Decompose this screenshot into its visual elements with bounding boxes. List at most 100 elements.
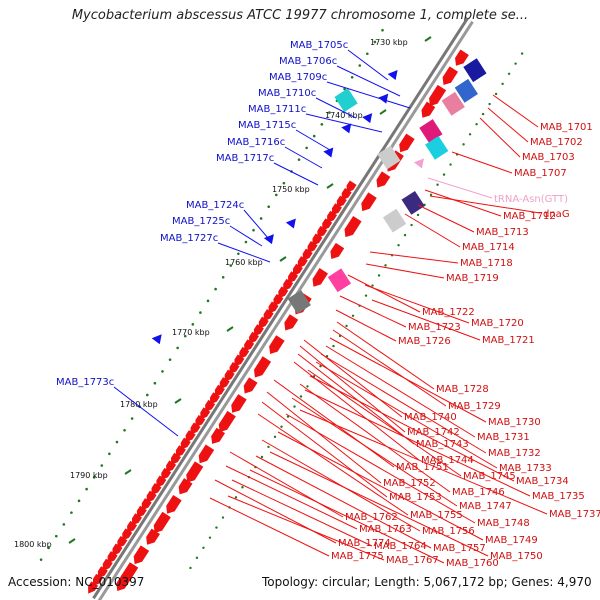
cds-minus-arrow[interactable]: [151, 334, 162, 345]
cds-plus-arrow[interactable]: [421, 101, 436, 118]
plus-gene-label[interactable]: MAB_1737: [549, 509, 600, 520]
cds-minus-arrow[interactable]: [285, 218, 296, 229]
cds-plus-arrow[interactable]: [211, 427, 226, 444]
trna-label[interactable]: tRNA-Asn(GTT): [494, 194, 568, 205]
minus-gene-label[interactable]: MAB_1727c: [160, 233, 218, 244]
plus-gene-label[interactable]: MAB_1774: [338, 538, 391, 549]
cds-minus-red-arrow[interactable]: [210, 392, 221, 405]
plus-gene-label[interactable]: MAB_1719: [446, 273, 499, 284]
cds-minus-red-arrow[interactable]: [205, 399, 216, 413]
cds-plus-arrow[interactable]: [376, 171, 391, 188]
plus-gene-label[interactable]: MAB_1703: [522, 152, 575, 163]
cds-minus-red-arrow[interactable]: [190, 422, 201, 435]
plus-gene-label[interactable]: MAB_1744: [421, 455, 474, 466]
plus-gene-label[interactable]: MAB_1762: [345, 512, 398, 523]
cds-plus-arrow[interactable]: [243, 377, 258, 394]
cds-plus-arrow[interactable]: [284, 314, 299, 331]
cds-minus-red-arrow[interactable]: [180, 437, 191, 450]
cds-plus-arrow[interactable]: [116, 574, 131, 591]
plus-gene-label[interactable]: MAB_1751: [396, 462, 449, 473]
plus-gene-label[interactable]: MAB_1735: [532, 491, 585, 502]
gene-block[interactable]: [382, 208, 407, 233]
plus-gene-label[interactable]: MAB_1714: [462, 242, 515, 253]
cds-minus-red-arrow[interactable]: [175, 445, 186, 458]
cds-minus-red-arrow[interactable]: [92, 573, 103, 587]
plus-gene-label[interactable]: MAB_1720: [471, 318, 524, 329]
cds-plus-arrow[interactable]: [455, 49, 469, 66]
cds-minus-red-arrow[interactable]: [278, 286, 289, 299]
gene-block[interactable]: [441, 91, 465, 116]
cds-minus-red-arrow[interactable]: [258, 316, 269, 329]
cds-plus-arrow[interactable]: [330, 242, 345, 260]
cds-minus-arrow[interactable]: [387, 69, 398, 80]
cds-plus-arrow[interactable]: [361, 192, 377, 212]
cds-minus-red-arrow[interactable]: [346, 180, 357, 193]
plus-gene-label[interactable]: MAB_1740: [404, 412, 457, 423]
cds-minus-arrow[interactable]: [362, 113, 373, 124]
plus-gene-label[interactable]: MAB_1712: [503, 211, 556, 222]
minus-gene-label[interactable]: MAB_1725c: [172, 216, 230, 227]
cds-minus-red-arrow[interactable]: [146, 490, 157, 503]
cds-plus-arrow[interactable]: [269, 335, 285, 354]
plus-gene-label[interactable]: MAB_1718: [460, 258, 513, 269]
minus-gene-label[interactable]: MAB_1716c: [227, 137, 285, 148]
cds-minus-red-arrow[interactable]: [219, 377, 230, 390]
cds-minus-red-arrow[interactable]: [112, 543, 123, 556]
cds-minus-red-arrow[interactable]: [195, 414, 206, 428]
cds-minus-red-arrow[interactable]: [234, 354, 245, 367]
cds-minus-red-arrow[interactable]: [229, 362, 240, 375]
gene-block[interactable]: [287, 290, 311, 314]
cds-minus-red-arrow[interactable]: [302, 248, 313, 261]
cds-minus-red-arrow[interactable]: [336, 195, 347, 208]
plus-gene-label[interactable]: MAB_1726: [398, 336, 451, 347]
plus-gene-label[interactable]: MAB_1748: [477, 518, 530, 529]
cds-minus-arrow[interactable]: [341, 123, 352, 134]
cds-plus-arrow[interactable]: [186, 461, 204, 483]
plus-gene-label[interactable]: MAB_1757: [433, 543, 486, 554]
cds-minus-red-arrow[interactable]: [131, 513, 142, 526]
cds-minus-red-arrow[interactable]: [327, 210, 338, 224]
cds-minus-red-arrow[interactable]: [317, 225, 328, 239]
gene-block[interactable]: [327, 268, 352, 293]
cds-plus-arrow[interactable]: [198, 444, 215, 464]
cds-plus-arrow[interactable]: [399, 133, 415, 153]
minus-gene-label[interactable]: MAB_1717c: [216, 153, 274, 164]
plus-gene-label[interactable]: MAB_1756: [422, 526, 475, 537]
minus-gene-label[interactable]: MAB_1715c: [238, 120, 296, 131]
plus-gene-label[interactable]: MAB_1752: [383, 478, 436, 489]
plus-gene-label[interactable]: MAB_1742: [407, 427, 460, 438]
gene-block[interactable]: [463, 58, 487, 83]
cds-minus-red-arrow[interactable]: [322, 218, 333, 231]
cds-minus-red-arrow[interactable]: [273, 293, 284, 307]
cds-minus-red-arrow[interactable]: [200, 407, 211, 420]
cds-plus-arrow[interactable]: [133, 545, 150, 565]
plus-gene-label[interactable]: MAB_1746: [452, 487, 505, 498]
cds-minus-red-arrow[interactable]: [161, 467, 172, 481]
cds-minus-red-arrow[interactable]: [97, 566, 108, 579]
plus-gene-label[interactable]: MAB_1722: [422, 307, 475, 318]
minus-gene-label[interactable]: MAB_1706c: [279, 56, 337, 67]
cds-minus-red-arrow[interactable]: [214, 384, 225, 397]
plus-gene-label[interactable]: MAB_1749: [485, 535, 538, 546]
plus-gene-label[interactable]: MAB_1701: [540, 122, 593, 133]
trna-arrow[interactable]: [413, 158, 424, 169]
gene-block[interactable]: [401, 190, 425, 215]
plus-gene-label[interactable]: MAB_1729: [448, 401, 501, 412]
dnaG-label[interactable]: dnaG: [543, 209, 570, 220]
cds-minus-red-arrow[interactable]: [307, 241, 318, 254]
plus-gene-label[interactable]: MAB_1750: [490, 551, 543, 562]
plus-gene-label[interactable]: MAB_1747: [459, 501, 512, 512]
cds-plus-arrow[interactable]: [312, 268, 328, 287]
plus-gene-label[interactable]: MAB_1734: [516, 476, 569, 487]
minus-gene-label[interactable]: MAB_1711c: [248, 104, 306, 115]
cds-minus-red-arrow[interactable]: [166, 460, 177, 473]
cds-plus-arrow[interactable]: [146, 528, 160, 545]
cds-minus-red-arrow[interactable]: [297, 256, 308, 269]
plus-gene-label[interactable]: MAB_1730: [488, 417, 541, 428]
plus-gene-label[interactable]: MAB_1760: [446, 558, 499, 569]
plus-gene-label[interactable]: MAB_1767: [386, 555, 439, 566]
gene-block[interactable]: [425, 135, 449, 160]
cds-minus-red-arrow[interactable]: [292, 263, 303, 276]
plus-gene-label[interactable]: MAB_1713: [476, 227, 529, 238]
